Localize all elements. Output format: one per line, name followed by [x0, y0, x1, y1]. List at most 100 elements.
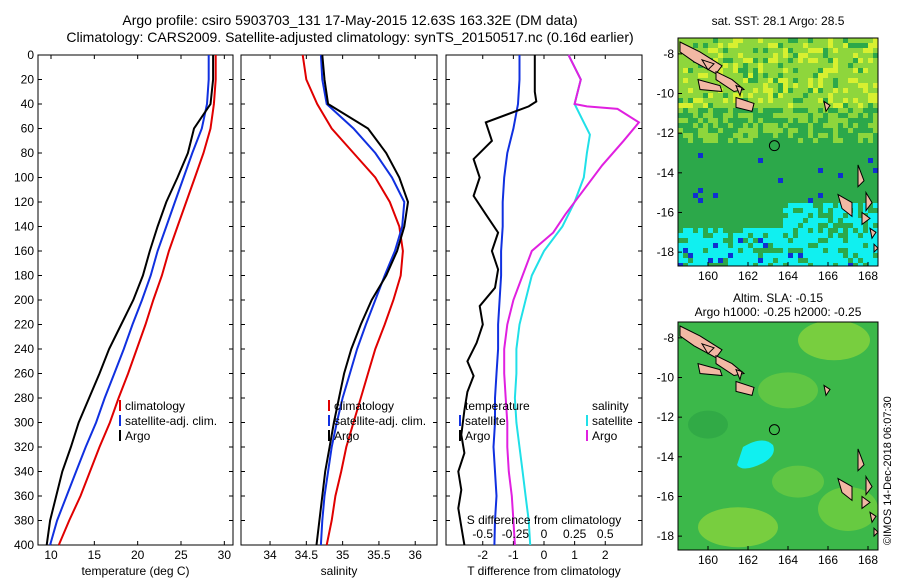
sst-cell: [783, 218, 788, 223]
sst-cell: [813, 153, 818, 158]
sst-cell: [748, 88, 753, 93]
sst-cell: [688, 103, 693, 108]
sst-cell: [733, 73, 738, 78]
sst-cell: [713, 138, 718, 143]
sst-cell: [808, 43, 813, 48]
sst-cell: [798, 78, 803, 83]
sst-cell: [753, 208, 758, 213]
sst-cell: [748, 153, 753, 158]
sst-cell: [848, 233, 853, 238]
sst-cell: [788, 238, 793, 243]
sst-cell: [863, 173, 868, 178]
sst-cell: [733, 253, 738, 258]
sst-cell: [833, 213, 838, 218]
sst-cell: [773, 168, 778, 173]
sst-cell: [773, 98, 778, 103]
sst-cell: [688, 93, 693, 98]
sst-cell: [703, 103, 708, 108]
sst-cell: [688, 198, 693, 203]
sst-cell: [753, 138, 758, 143]
sst-cell: [788, 228, 793, 233]
sst-cell: [708, 168, 713, 173]
sst-cell: [873, 108, 878, 113]
sst-cell: [718, 148, 723, 153]
sst-cell: [853, 133, 858, 138]
sst-cell: [858, 163, 863, 168]
sst-cell: [708, 128, 713, 133]
sst-cell: [773, 188, 778, 193]
sst-cell: [793, 103, 798, 108]
sst-cell: [793, 248, 798, 253]
sst-cell: [803, 218, 808, 223]
sst-cell: [868, 168, 873, 173]
sst-cell: [803, 118, 808, 123]
sst-cell: [858, 223, 863, 228]
sst-cell: [753, 203, 758, 208]
land-island: [700, 58, 715, 71]
sst-cell: [783, 68, 788, 73]
sst-cell: [763, 68, 768, 73]
sst-cell: [768, 228, 773, 233]
sst-cell: [868, 188, 873, 193]
sst-cell: [768, 138, 773, 143]
sst-cell: [778, 168, 783, 173]
sst-cell: [863, 138, 868, 143]
sst-cell: [688, 88, 693, 93]
y-tick-label: 380: [14, 514, 34, 528]
sst-cell: [703, 98, 708, 103]
sst-cell: [783, 228, 788, 233]
land-island: [873, 526, 878, 538]
sst-cell: [873, 233, 878, 238]
sst-cell: [833, 123, 838, 128]
sst-cell: [713, 48, 718, 53]
sst-cell: [763, 263, 768, 266]
sst-cell: [808, 158, 813, 163]
sst-cell: [833, 203, 838, 208]
sst-cell: [813, 48, 818, 53]
sst-cell: [798, 198, 803, 203]
sst-cell: [748, 58, 753, 63]
sst-cell: [803, 103, 808, 108]
sst-cell: [738, 213, 743, 218]
series-line-climatology: [301, 54, 404, 546]
sst-cell: [713, 238, 718, 243]
sst-cell: [843, 138, 848, 143]
sst-cell: [868, 113, 873, 118]
sst-cell: [708, 218, 713, 223]
sst-cell: [813, 258, 818, 263]
sst-cell: [773, 263, 778, 266]
sst-cell: [798, 138, 803, 143]
sst-cell: [758, 118, 763, 123]
sst-cell: [778, 83, 783, 88]
sst-cell: [803, 158, 808, 163]
sst-cell: [738, 158, 743, 163]
sst-cell: [743, 113, 748, 118]
sst-cell: [813, 58, 818, 63]
sst-cell: [873, 133, 878, 138]
sst-cell: [693, 128, 698, 133]
sst-cell: [708, 108, 713, 113]
land-island: [873, 242, 878, 254]
sst-cell: [838, 78, 843, 83]
sst-cell: [753, 163, 758, 168]
sst-cell: [863, 123, 868, 128]
sst-cell: [718, 238, 723, 243]
x2-tick-label: 0.25: [563, 527, 587, 541]
sst-cell: [763, 43, 768, 48]
sst-cell: [813, 238, 818, 243]
sst-cell: [678, 138, 683, 143]
sst-cell: [758, 68, 763, 73]
sst-cell: [813, 88, 818, 93]
sst-cell: [868, 98, 873, 103]
sst-cell: [713, 133, 718, 138]
sst-cell: [848, 193, 853, 198]
sst-cell: [813, 43, 818, 48]
sst-cell: [678, 248, 683, 253]
map-x-tick-label: 160: [698, 553, 718, 567]
sst-cell: [793, 208, 798, 213]
land-island: [857, 448, 865, 472]
sst-cell: [863, 163, 868, 168]
sst-cell: [813, 148, 818, 153]
sst-cell: [723, 223, 728, 228]
sst-cell: [688, 258, 693, 263]
